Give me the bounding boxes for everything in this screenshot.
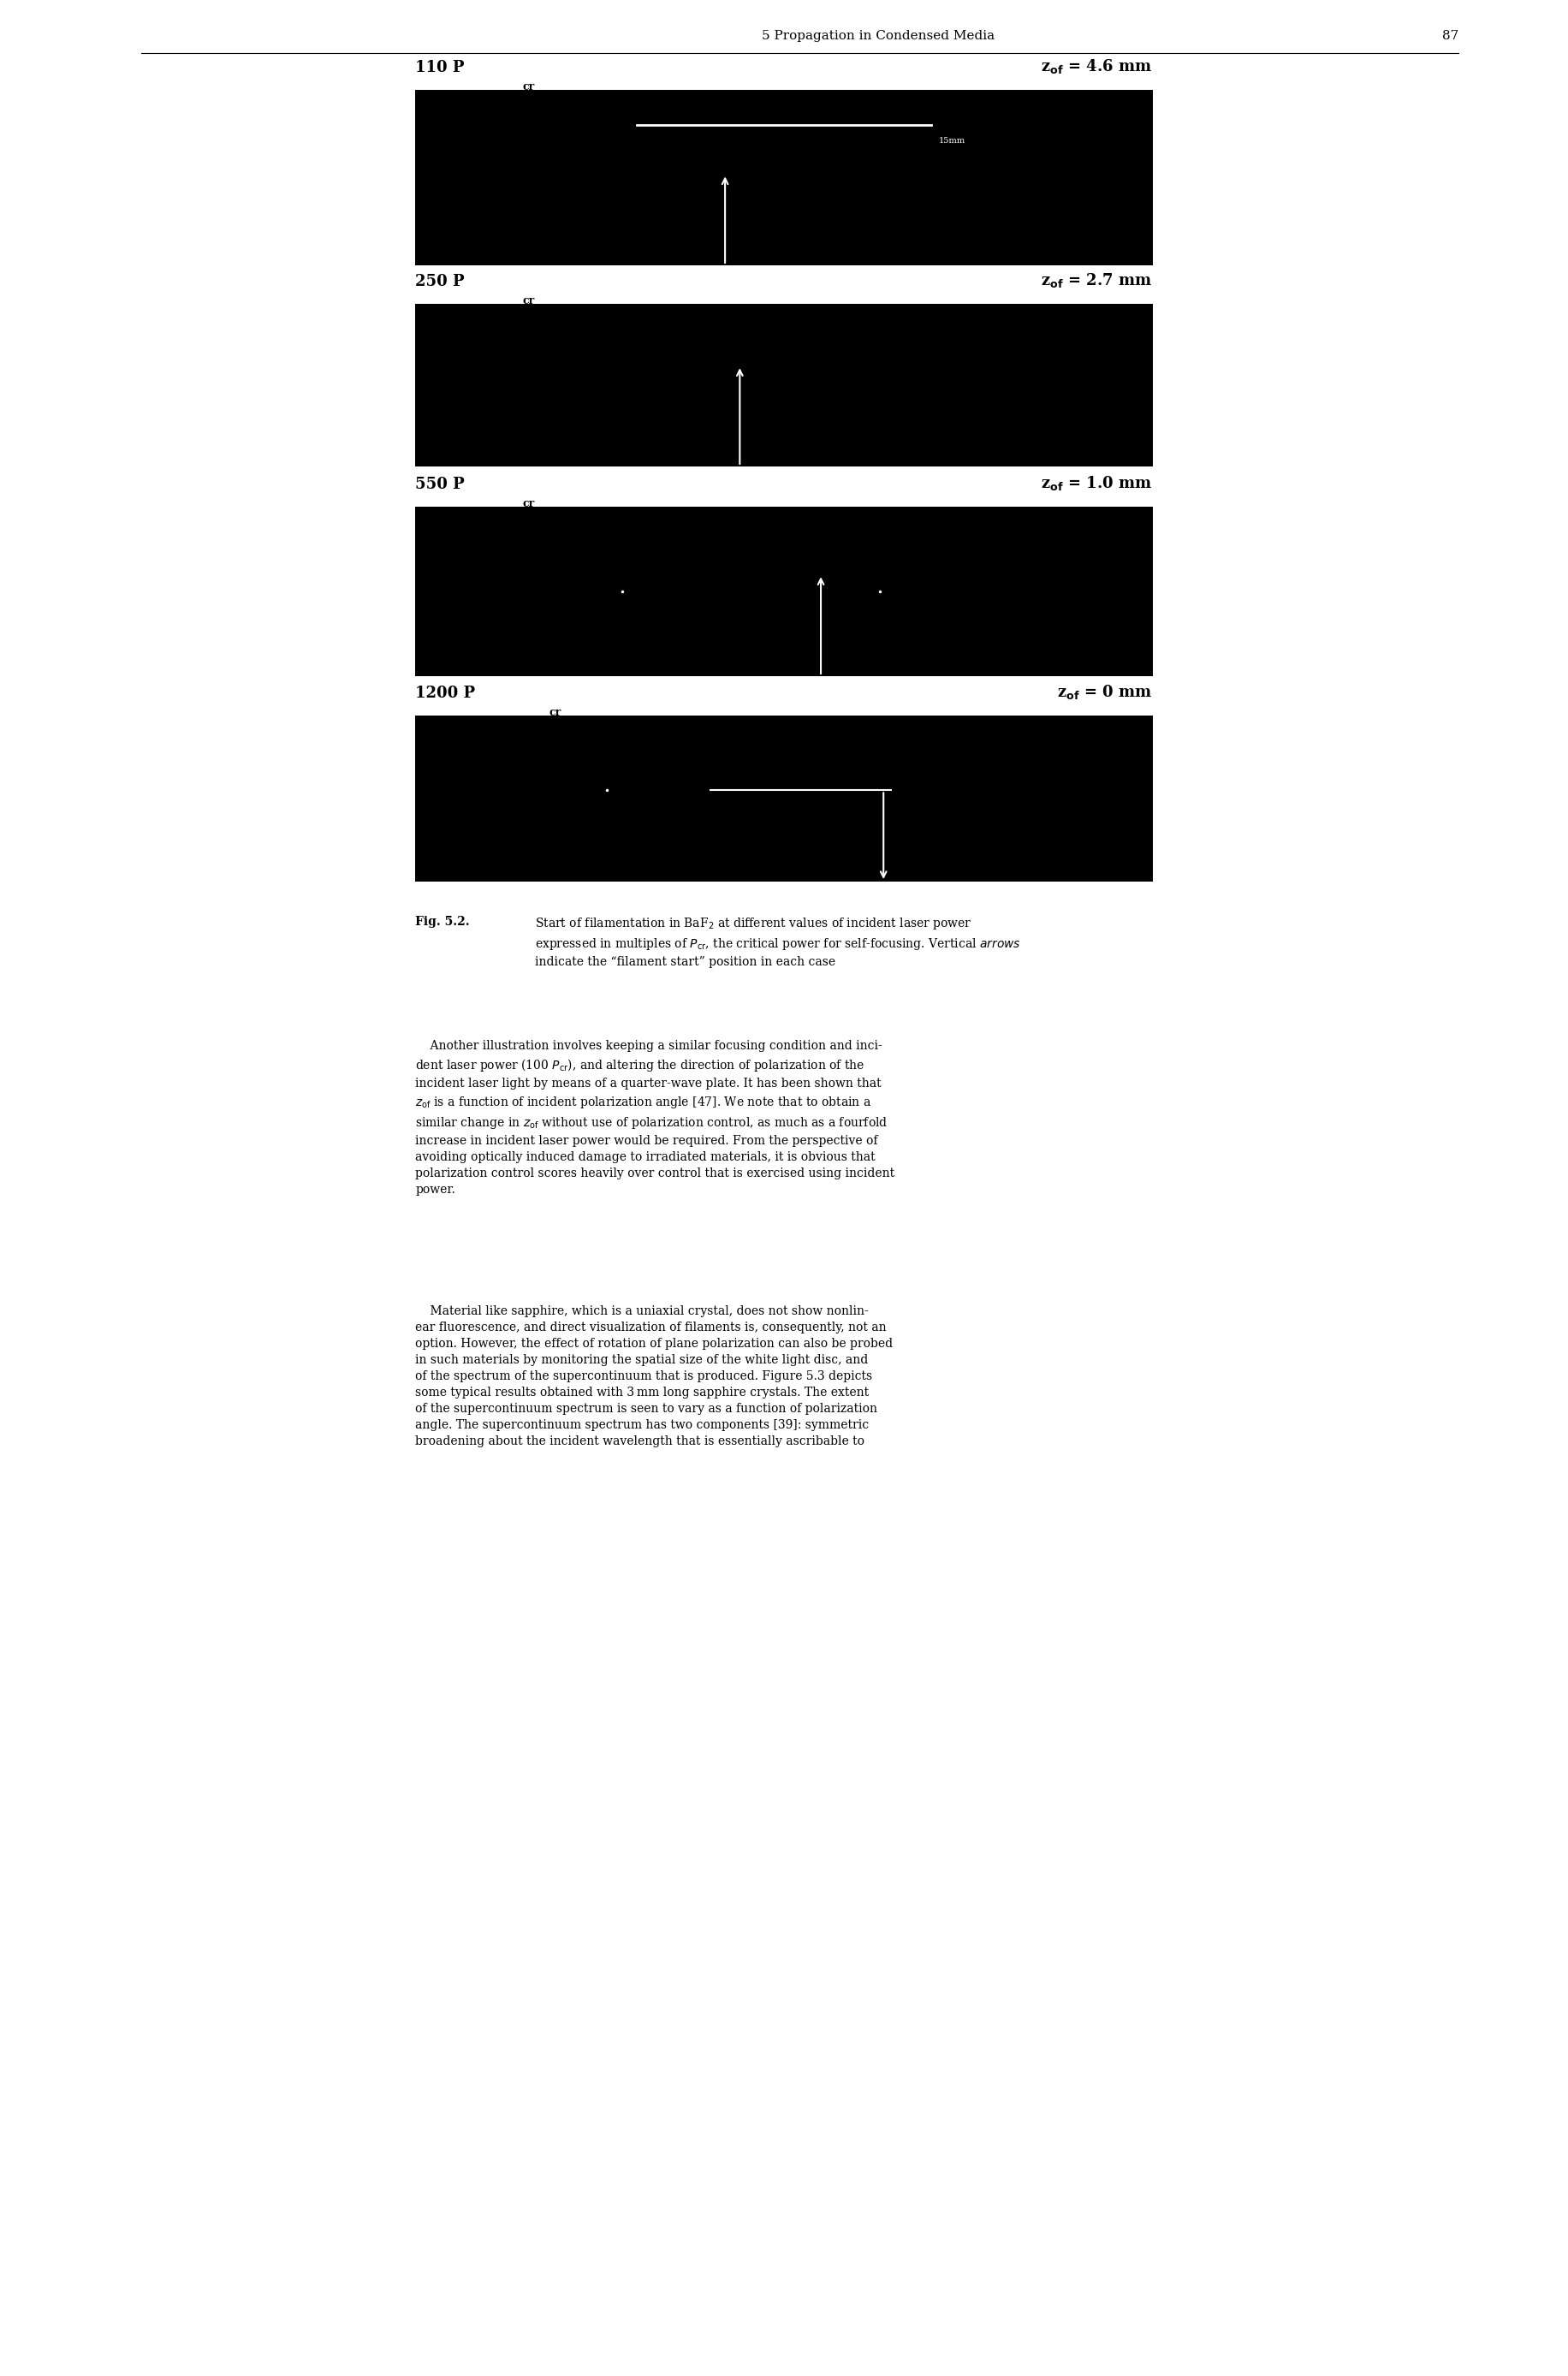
- Text: z$_{\mathbf{of}}$ = 1.0 mm: z$_{\mathbf{of}}$ = 1.0 mm: [1041, 475, 1152, 492]
- Text: z$_{\mathbf{of}}$ = 4.6 mm: z$_{\mathbf{of}}$ = 4.6 mm: [1041, 57, 1152, 76]
- Text: cr: cr: [522, 81, 535, 93]
- Text: cr: cr: [522, 499, 535, 508]
- Text: 550 P: 550 P: [416, 478, 466, 492]
- Text: Material like sapphire, which is a uniaxial crystal, does not show nonlin-
ear f: Material like sapphire, which is a uniax…: [416, 1304, 894, 1447]
- Text: Another illustration involves keeping a similar focusing condition and inci-
den: Another illustration involves keeping a …: [416, 1041, 895, 1195]
- Text: 5 Propagation in Condensed Media: 5 Propagation in Condensed Media: [762, 31, 994, 43]
- Text: 250 P: 250 P: [416, 273, 464, 290]
- Bar: [416, 506, 1152, 677]
- Bar: [416, 90, 1152, 266]
- Text: Fig. 5.2.: Fig. 5.2.: [416, 915, 470, 927]
- Bar: [416, 304, 1152, 466]
- Bar: [416, 715, 1152, 881]
- Text: z$_{\mathbf{of}}$ = 2.7 mm: z$_{\mathbf{of}}$ = 2.7 mm: [1041, 271, 1152, 290]
- Text: 15mm: 15mm: [939, 138, 966, 145]
- Text: cr: cr: [549, 706, 561, 718]
- Text: Start of filamentation in BaF$_2$ at different values of incident laser power
ex: Start of filamentation in BaF$_2$ at dif…: [535, 915, 1021, 967]
- Text: 110 P: 110 P: [416, 59, 464, 76]
- Text: 1200 P: 1200 P: [416, 687, 475, 701]
- Text: 87: 87: [1443, 31, 1458, 43]
- Text: cr: cr: [522, 295, 535, 307]
- Text: z$_{\mathbf{of}}$ = 0 mm: z$_{\mathbf{of}}$ = 0 mm: [1057, 684, 1152, 701]
